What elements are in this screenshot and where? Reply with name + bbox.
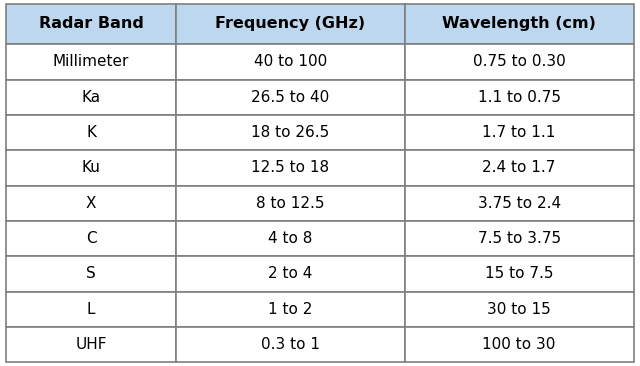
Bar — [6, 115, 176, 150]
Bar — [404, 327, 634, 362]
Text: S: S — [86, 266, 96, 281]
Bar — [176, 256, 404, 292]
Bar — [6, 292, 176, 327]
Bar — [176, 115, 404, 150]
Bar — [404, 186, 634, 221]
Text: Radar Band: Radar Band — [38, 16, 143, 31]
Text: 18 to 26.5: 18 to 26.5 — [251, 125, 330, 140]
Bar — [404, 115, 634, 150]
Bar — [176, 4, 404, 44]
Bar — [6, 221, 176, 256]
Bar — [404, 80, 634, 115]
Bar — [404, 292, 634, 327]
Text: 0.3 to 1: 0.3 to 1 — [260, 337, 320, 352]
Bar — [404, 221, 634, 256]
Bar — [176, 150, 404, 186]
Bar — [176, 44, 404, 80]
Text: 2.4 to 1.7: 2.4 to 1.7 — [483, 160, 556, 175]
Text: 15 to 7.5: 15 to 7.5 — [485, 266, 554, 281]
Bar — [404, 4, 634, 44]
Bar — [6, 80, 176, 115]
Bar — [176, 80, 404, 115]
Text: 3.75 to 2.4: 3.75 to 2.4 — [477, 196, 561, 211]
Text: 1 to 2: 1 to 2 — [268, 302, 312, 317]
Text: 26.5 to 40: 26.5 to 40 — [251, 90, 330, 105]
Text: K: K — [86, 125, 96, 140]
Text: 8 to 12.5: 8 to 12.5 — [256, 196, 324, 211]
Bar — [176, 292, 404, 327]
Text: 1.1 to 0.75: 1.1 to 0.75 — [477, 90, 561, 105]
Bar — [6, 256, 176, 292]
Text: Ka: Ka — [81, 90, 100, 105]
Text: 1.7 to 1.1: 1.7 to 1.1 — [483, 125, 556, 140]
Bar — [176, 186, 404, 221]
Bar — [404, 150, 634, 186]
Text: 100 to 30: 100 to 30 — [483, 337, 556, 352]
Text: 4 to 8: 4 to 8 — [268, 231, 312, 246]
Text: UHF: UHF — [76, 337, 107, 352]
Text: 7.5 to 3.75: 7.5 to 3.75 — [477, 231, 561, 246]
Text: Millimeter: Millimeter — [53, 55, 129, 70]
Bar — [6, 150, 176, 186]
Bar — [176, 327, 404, 362]
Text: C: C — [86, 231, 97, 246]
Text: 30 to 15: 30 to 15 — [487, 302, 551, 317]
Bar — [6, 4, 176, 44]
Text: L: L — [87, 302, 95, 317]
Bar — [6, 186, 176, 221]
Bar — [6, 44, 176, 80]
Text: X: X — [86, 196, 97, 211]
Text: Wavelength (cm): Wavelength (cm) — [442, 16, 596, 31]
Text: 12.5 to 18: 12.5 to 18 — [251, 160, 329, 175]
Bar — [404, 256, 634, 292]
Bar — [6, 327, 176, 362]
Text: 40 to 100: 40 to 100 — [253, 55, 327, 70]
Text: Frequency (GHz): Frequency (GHz) — [215, 16, 365, 31]
Text: Ku: Ku — [82, 160, 100, 175]
Bar — [176, 221, 404, 256]
Text: 2 to 4: 2 to 4 — [268, 266, 312, 281]
Bar — [404, 44, 634, 80]
Text: 0.75 to 0.30: 0.75 to 0.30 — [473, 55, 566, 70]
